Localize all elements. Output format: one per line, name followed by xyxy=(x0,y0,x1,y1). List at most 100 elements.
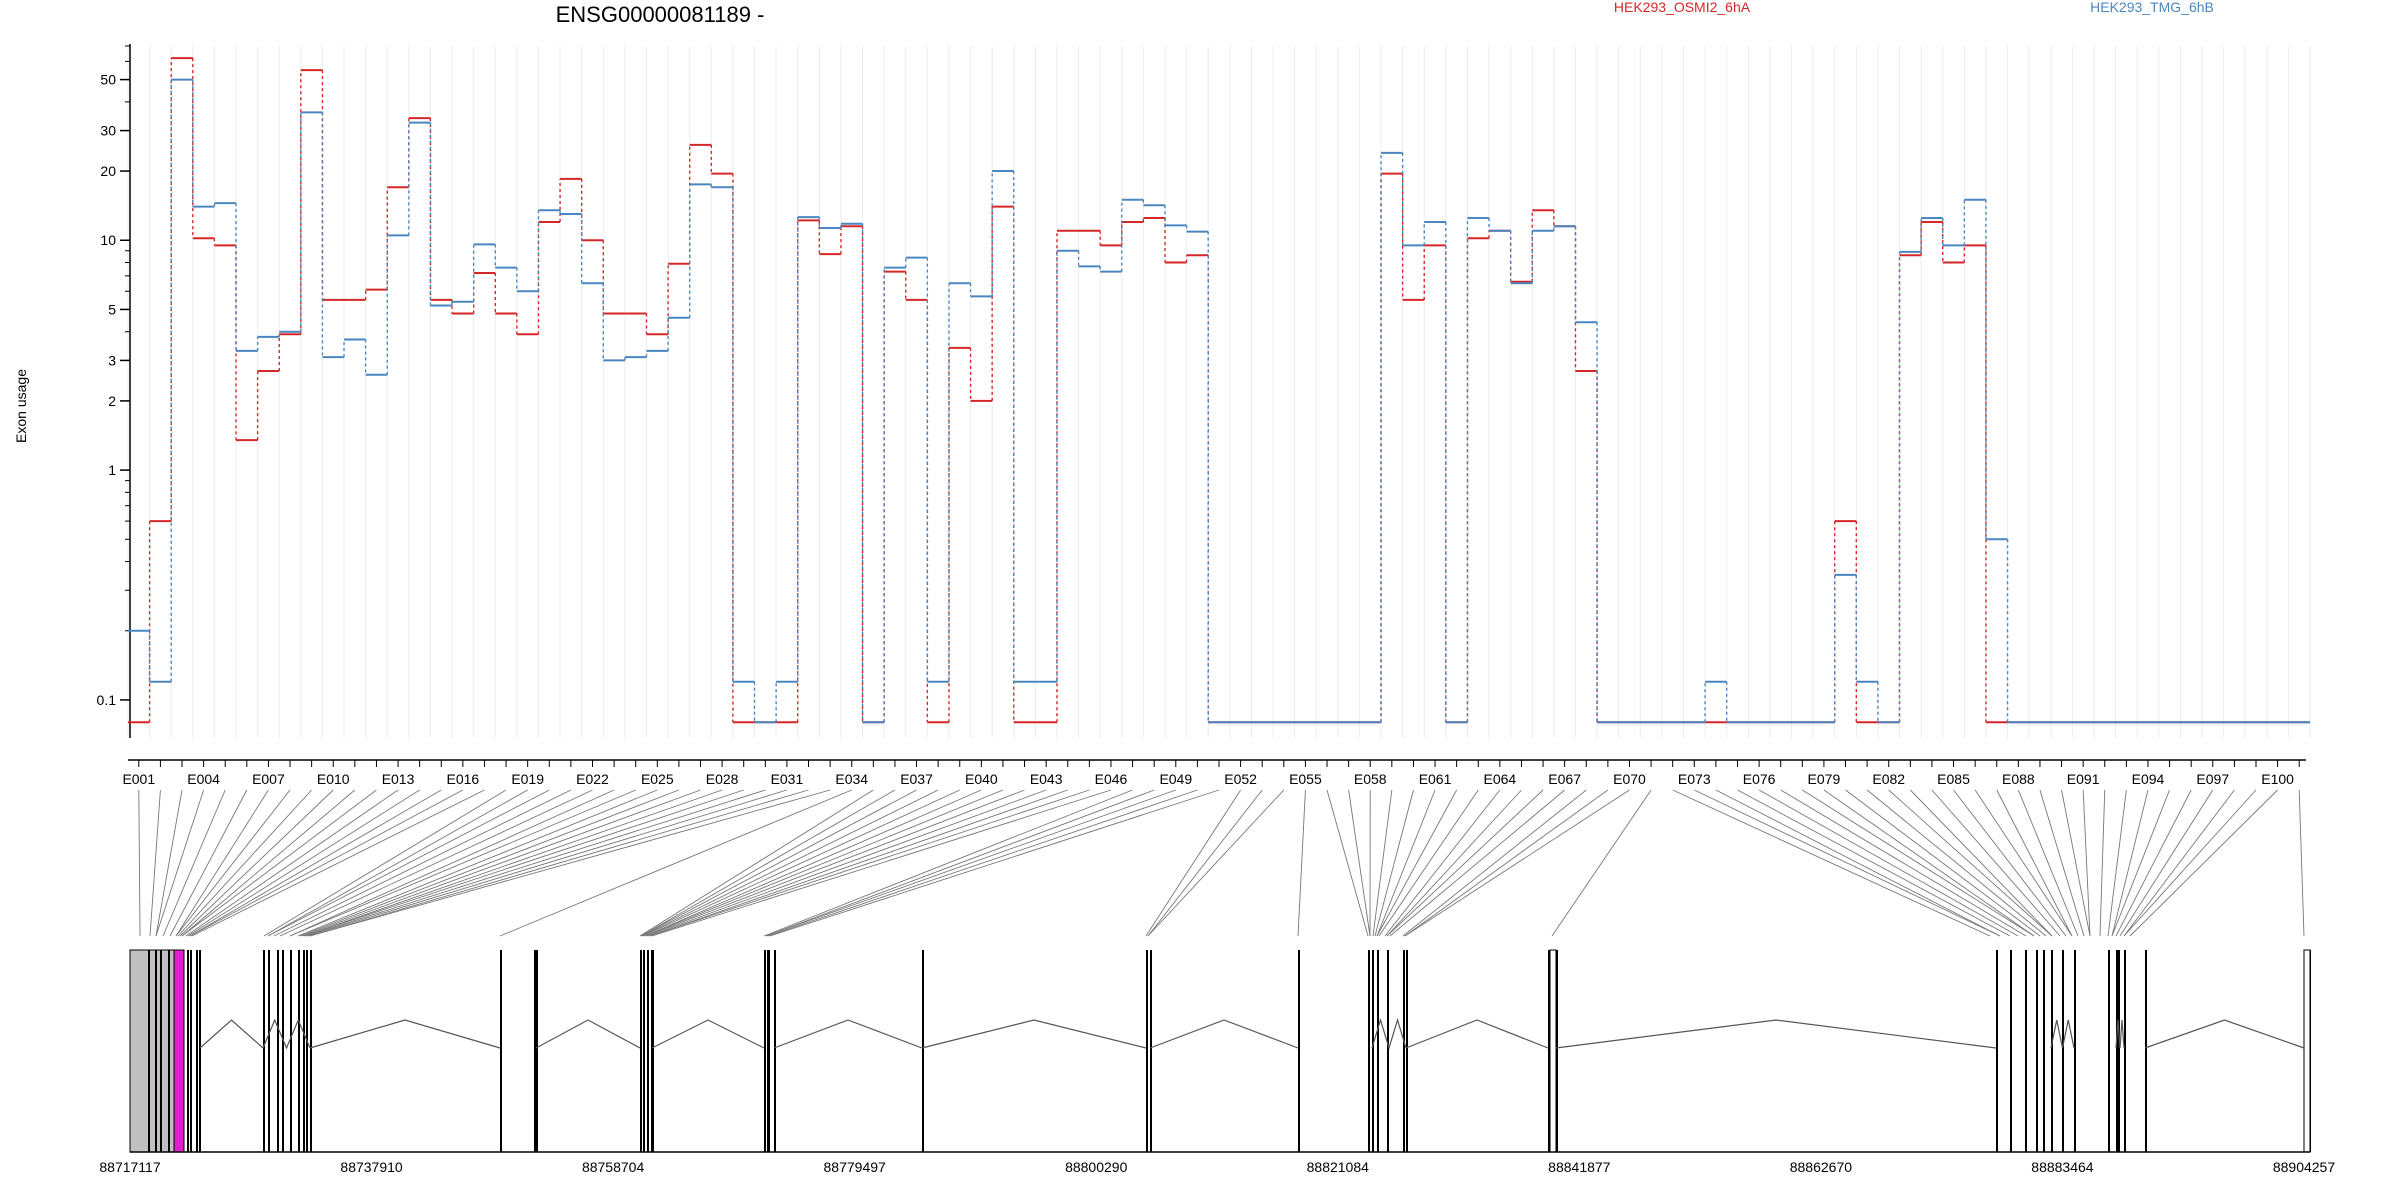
exon xyxy=(652,950,654,1152)
exon-connector xyxy=(1376,789,1436,937)
exon xyxy=(1150,950,1152,1152)
exon-connector xyxy=(1402,789,1587,937)
exon-connector xyxy=(2119,789,2214,937)
exon xyxy=(290,950,292,1152)
exon-connector xyxy=(305,789,766,937)
exon-connector xyxy=(162,789,226,937)
intron xyxy=(651,1019,765,1049)
exon xyxy=(500,950,502,1152)
exon-connector xyxy=(2017,789,2079,937)
exon-connector xyxy=(279,789,593,937)
exon xyxy=(774,950,776,1152)
exon-connector xyxy=(1758,789,2019,937)
exon xyxy=(1146,950,1148,1152)
exon xyxy=(2116,950,2118,1152)
exon-tick-label: E037 xyxy=(900,771,933,787)
exon-connector xyxy=(1845,789,2041,937)
exon xyxy=(2108,950,2110,1152)
coordinate-label: 88758704 xyxy=(582,1159,645,1175)
exon-connector xyxy=(765,789,1176,937)
series-lines xyxy=(128,57,2310,724)
exon xyxy=(1403,950,1405,1152)
exon-connector xyxy=(1931,789,2061,937)
y-tick-label: 0.1 xyxy=(97,692,117,708)
exon xyxy=(1549,949,1557,1153)
exon xyxy=(534,950,536,1152)
exon-connector xyxy=(769,789,1220,937)
exon-connector xyxy=(149,789,161,937)
exon xyxy=(1368,950,1370,1152)
series-osmi2 xyxy=(128,57,2310,724)
exon xyxy=(764,950,766,1152)
exon-connector xyxy=(175,789,269,937)
exon-tick-label: E001 xyxy=(122,771,155,787)
exon-connector xyxy=(155,789,183,937)
intron xyxy=(2115,1019,2125,1049)
exon-connector xyxy=(651,789,1112,937)
exon xyxy=(148,950,150,1152)
coordinate-label: 88904257 xyxy=(2273,1159,2336,1175)
exon-connector xyxy=(1953,789,2067,937)
exon-connector xyxy=(1372,789,1393,937)
exon-connector xyxy=(303,789,723,937)
exon xyxy=(1377,950,1379,1152)
exon-connector xyxy=(1376,789,1458,937)
exon xyxy=(196,950,198,1152)
genomic-coordinates: 88717117 88737910 88758704 88779497 88800290… xyxy=(99,1159,2335,1175)
exon xyxy=(2303,949,2311,1153)
exon-connector xyxy=(303,789,744,937)
exon-tick-label: E100 xyxy=(2261,771,2294,787)
exon-connector xyxy=(763,789,1133,937)
exon-connector xyxy=(289,789,615,937)
y-tick-label: 10 xyxy=(100,232,116,248)
exon-connector xyxy=(1404,789,1609,937)
y-tick-label: 20 xyxy=(100,163,116,179)
exon xyxy=(536,950,538,1152)
intron xyxy=(1371,1017,1407,1051)
intron xyxy=(309,1019,501,1049)
exon xyxy=(190,950,192,1152)
exon-tick-label: E061 xyxy=(1419,771,1452,787)
exon-connector xyxy=(2298,789,2305,937)
exon xyxy=(303,950,305,1152)
exon xyxy=(2062,950,2064,1152)
exon-tick-label: E043 xyxy=(1030,771,1063,787)
intron xyxy=(199,1019,264,1049)
exon-connector xyxy=(2129,789,2278,937)
coordinate-label: 88883464 xyxy=(2031,1159,2094,1175)
exon-connector xyxy=(644,789,1004,937)
exon-connector xyxy=(185,789,399,937)
exon-connector xyxy=(267,789,550,937)
exon-tick-label: E040 xyxy=(965,771,998,787)
exon-tick-label: E076 xyxy=(1743,771,1776,787)
intron xyxy=(2144,1019,2305,1049)
exon-tick-label: E004 xyxy=(187,771,220,787)
legend-entry-osmi2: HEK293_OSMI2_6hA xyxy=(1614,0,1751,15)
coordinate-label: 88800290 xyxy=(1065,1159,1128,1175)
exon-connector xyxy=(1737,789,2011,937)
exon xyxy=(922,950,924,1152)
exon xyxy=(2118,950,2120,1152)
exon-connector xyxy=(299,789,680,937)
exon-connector xyxy=(767,789,1198,937)
highlighted-exon xyxy=(173,949,185,1153)
exon-connector xyxy=(1378,789,1479,937)
exon-connectors xyxy=(138,789,2305,937)
exon xyxy=(306,950,308,1152)
intron xyxy=(773,1019,923,1049)
intron xyxy=(1555,1019,1997,1049)
exon xyxy=(1387,950,1389,1152)
exon xyxy=(2051,950,2053,1152)
exon-tick-label: E028 xyxy=(706,771,739,787)
exon-connector xyxy=(1147,789,1285,937)
y-axis-label: Exon usage xyxy=(13,369,29,443)
grid-lines xyxy=(127,46,2311,738)
exon-tick-label: E079 xyxy=(1808,771,1841,787)
exon-tick-label: E094 xyxy=(2132,771,2165,787)
exon xyxy=(277,950,279,1152)
exon-connector xyxy=(1386,789,1522,937)
exon-tick-label: E055 xyxy=(1289,771,1322,787)
exon xyxy=(2025,950,2027,1152)
exon-connector xyxy=(181,789,356,937)
